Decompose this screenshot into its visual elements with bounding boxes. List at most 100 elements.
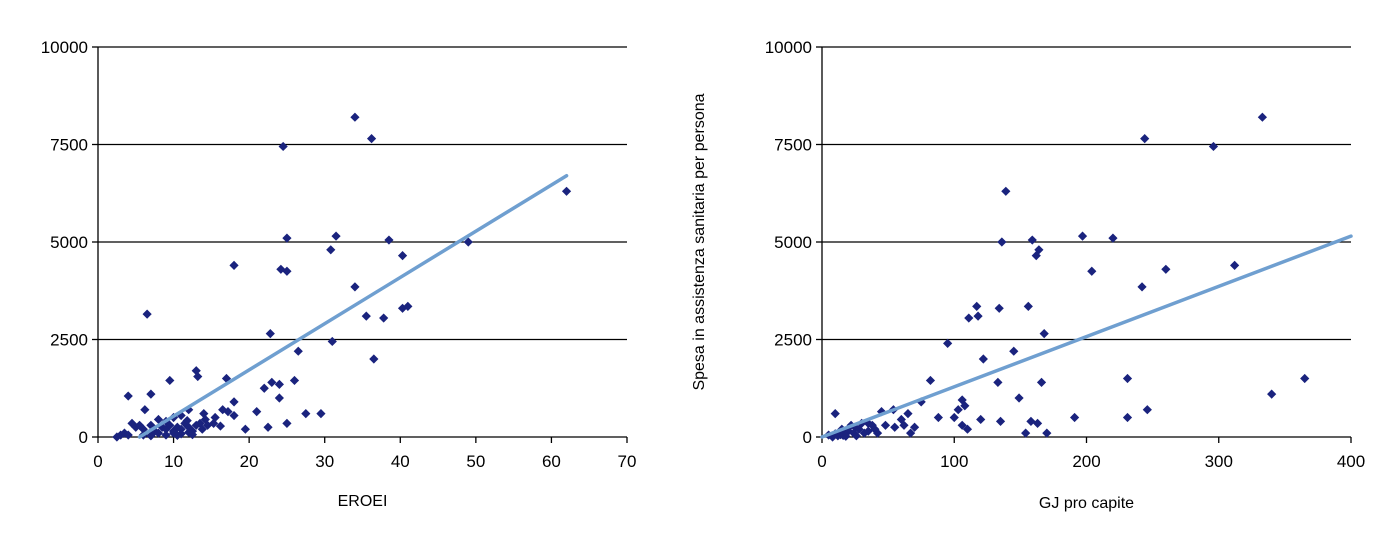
data-point <box>165 375 175 386</box>
data-point <box>229 397 239 407</box>
data-point <box>925 375 936 386</box>
data-point <box>1122 373 1133 384</box>
data-point <box>293 346 303 356</box>
y-tick-label: 2500 <box>50 331 88 350</box>
data-point <box>180 418 190 428</box>
data-point <box>1069 412 1080 423</box>
data-point <box>161 430 171 440</box>
data-point <box>397 251 408 261</box>
data-point <box>199 409 209 419</box>
data-point <box>316 409 326 419</box>
y-tick-label: 10000 <box>765 38 812 57</box>
data-point <box>976 414 986 425</box>
data-point <box>176 424 186 434</box>
y-tick-label: 5000 <box>50 233 88 252</box>
x-tick-label: 20 <box>240 452 259 471</box>
y-tick-label: 7500 <box>774 136 812 155</box>
data-point <box>153 414 164 425</box>
data-point <box>326 245 336 255</box>
data-point <box>123 391 133 401</box>
data-point <box>146 420 156 430</box>
data-point <box>123 430 133 440</box>
data-point <box>379 313 389 323</box>
data-point <box>267 377 277 387</box>
data-point <box>1009 346 1019 356</box>
data-point <box>1208 141 1219 152</box>
x-tick-label: 100 <box>940 452 968 471</box>
data-point <box>463 237 473 247</box>
data-point <box>876 407 887 417</box>
x-tick-label: 50 <box>466 452 485 471</box>
data-point <box>112 432 122 442</box>
data-point <box>899 420 909 430</box>
data-point <box>215 421 226 431</box>
data-point <box>259 383 269 393</box>
data-point <box>1161 264 1171 274</box>
data-point <box>282 233 292 243</box>
data-point <box>150 426 160 436</box>
data-point <box>1230 260 1240 270</box>
data-point <box>193 371 203 382</box>
data-point <box>1027 235 1037 245</box>
x-axis-label: EROEI <box>338 493 388 510</box>
data-point <box>229 260 239 270</box>
data-point <box>943 338 953 348</box>
data-point <box>1014 393 1024 403</box>
data-point <box>274 379 284 389</box>
data-point <box>1300 373 1310 384</box>
data-point <box>1021 428 1031 438</box>
data-point <box>168 428 179 438</box>
y-tick-label: 0 <box>79 428 88 447</box>
data-point <box>369 354 379 364</box>
data-point <box>1031 251 1041 261</box>
data-point <box>1142 405 1152 415</box>
data-point <box>973 311 983 321</box>
data-point <box>327 336 337 347</box>
y-tick-label: 10000 <box>41 38 88 57</box>
data-point <box>1042 428 1052 438</box>
data-point <box>863 426 873 436</box>
data-point <box>142 309 152 319</box>
data-point <box>127 418 137 428</box>
data-point <box>906 428 916 438</box>
data-point <box>890 422 900 432</box>
data-point <box>1001 186 1011 196</box>
trendline <box>137 173 569 439</box>
data-point <box>187 430 198 440</box>
x-tick-label: 40 <box>391 452 410 471</box>
data-point <box>880 420 891 430</box>
y-axis-label: Spesa in assistenza sanitaria per person… <box>691 93 708 390</box>
data-point <box>978 354 988 364</box>
data-point <box>366 134 377 144</box>
data-point <box>252 407 262 417</box>
data-point <box>282 418 292 428</box>
data-point <box>896 414 906 425</box>
y-tick-label: 2500 <box>774 331 812 350</box>
data-point <box>403 301 413 311</box>
data-point <box>153 428 164 438</box>
data-point <box>841 431 851 441</box>
data-point <box>830 409 840 419</box>
data-point <box>1023 301 1033 311</box>
x-tick-label: 10 <box>164 452 183 471</box>
data-point <box>146 389 156 399</box>
x-tick-label: 0 <box>817 452 826 471</box>
data-point <box>184 405 194 415</box>
data-point <box>993 377 1003 387</box>
data-point <box>953 405 963 415</box>
data-point <box>223 407 233 417</box>
data-point <box>331 231 341 241</box>
data-point <box>1108 233 1118 243</box>
data-point <box>849 428 859 438</box>
data-point <box>350 112 360 122</box>
data-point <box>172 430 182 441</box>
data-point <box>960 401 970 411</box>
data-point <box>872 428 883 438</box>
data-point <box>209 418 219 428</box>
data-point <box>997 237 1007 247</box>
data-point <box>1257 112 1267 122</box>
data-point <box>561 186 572 196</box>
data-point <box>140 405 150 415</box>
scatter-chart-gj-pro-capite: 0 2500 5000 7500 10000 0 100 200 300 400 GJ pro ca… <box>691 38 1365 512</box>
data-point <box>1140 134 1150 144</box>
